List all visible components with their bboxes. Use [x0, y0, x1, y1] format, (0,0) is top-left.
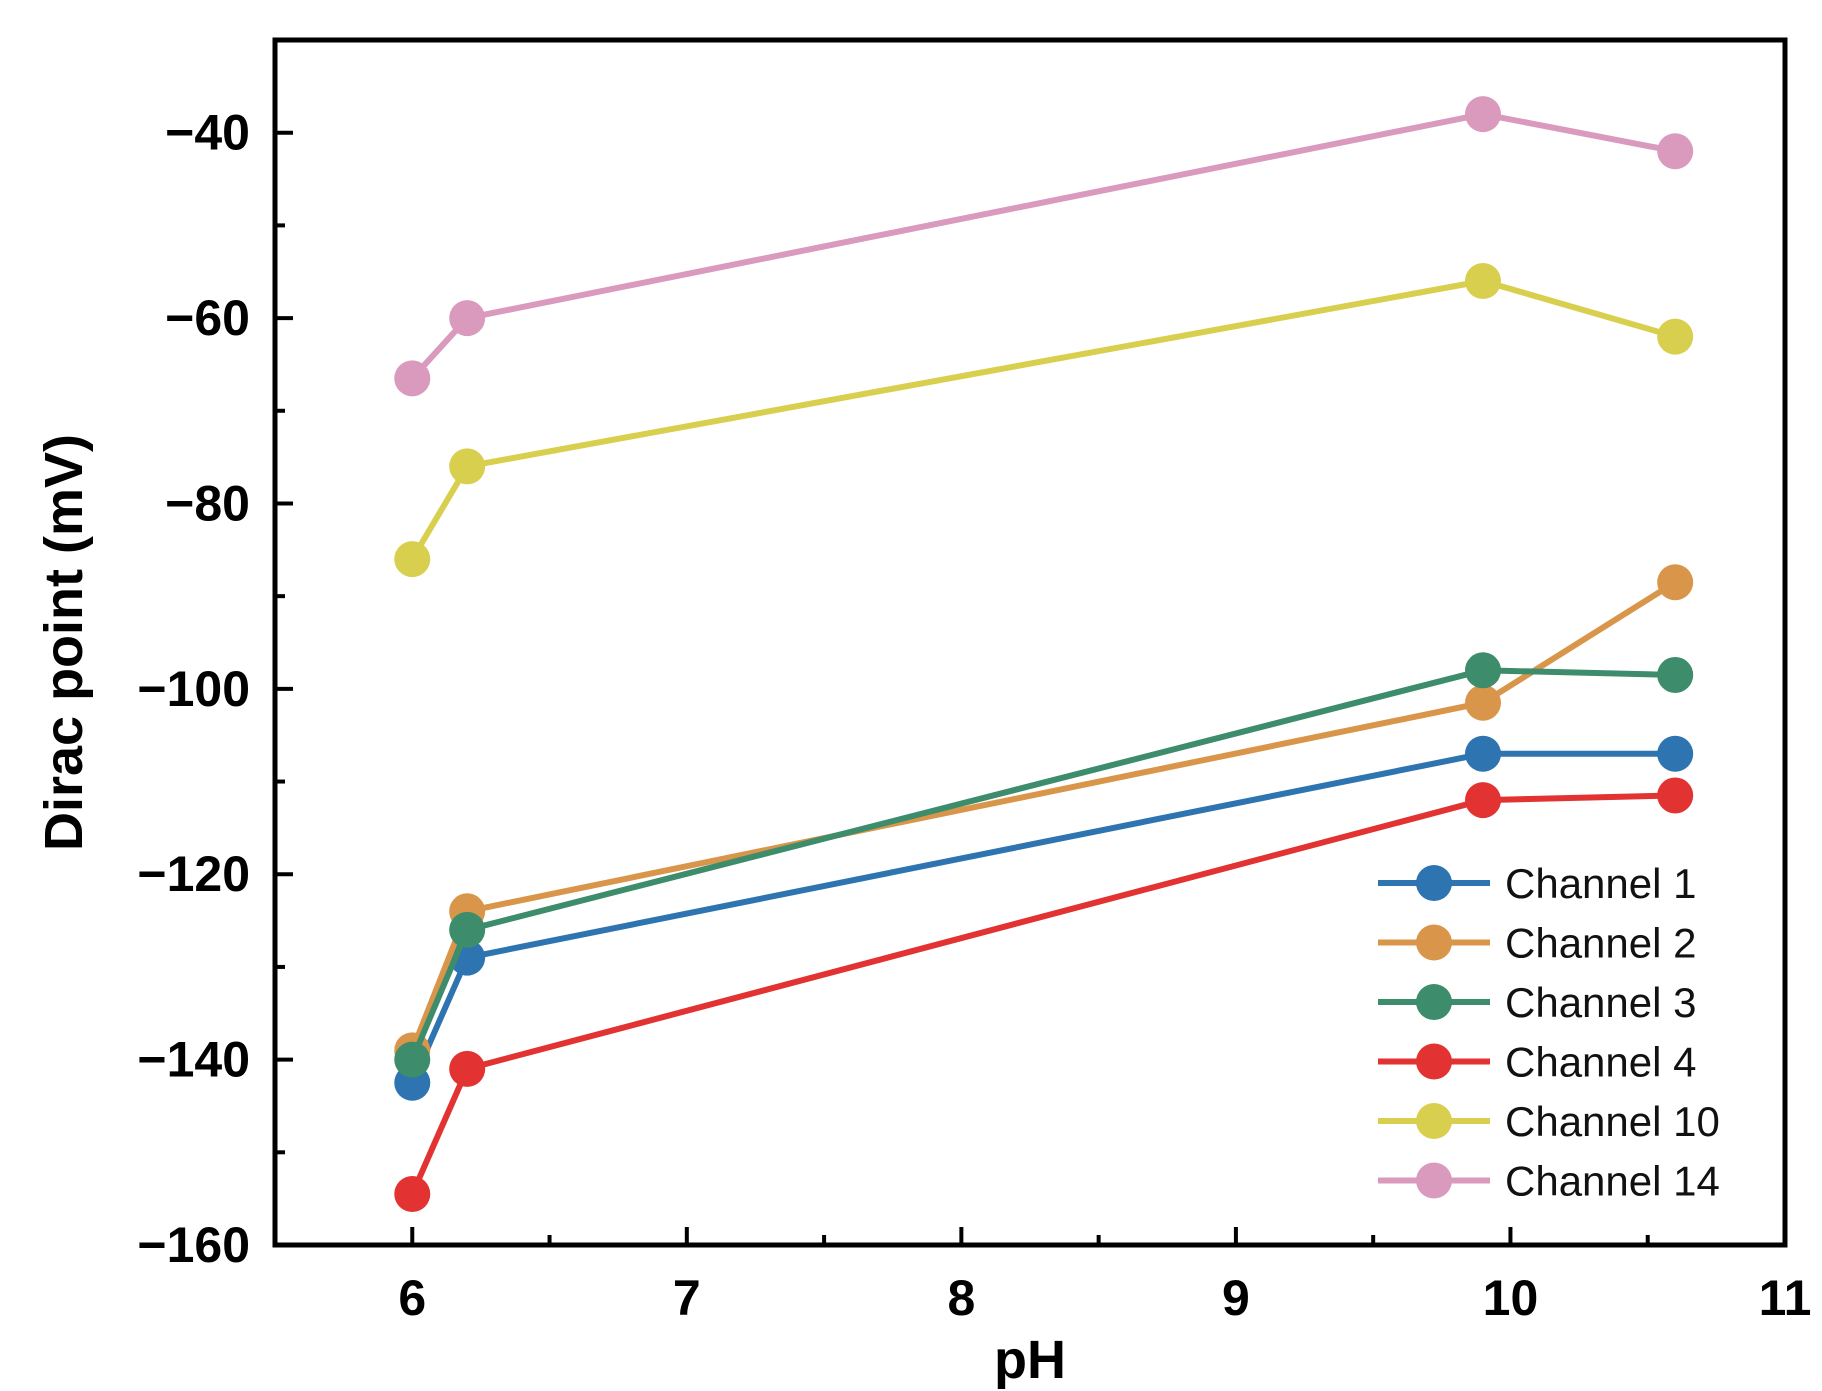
data-point — [1657, 318, 1694, 355]
series-channel-3 — [394, 652, 1694, 1078]
data-point — [1465, 782, 1501, 819]
data-point — [449, 448, 486, 485]
data-point — [1657, 133, 1694, 170]
series-line — [409, 278, 1677, 561]
y-axis-title: Dirac point (mV) — [34, 434, 94, 851]
x-tick-label: 9 — [1222, 1270, 1250, 1326]
y-tick-label: −80 — [165, 475, 250, 531]
plot-frame — [272, 37, 1788, 1248]
y-tick-label: −60 — [165, 290, 250, 346]
legend-item: Channel 3 — [1378, 979, 1696, 1026]
y-tick-label: −40 — [165, 105, 250, 161]
legend-label: Channel 1 — [1505, 860, 1696, 907]
series-line — [409, 667, 1676, 1061]
legend-label: Channel 2 — [1505, 920, 1696, 967]
legend-label: Channel 14 — [1505, 1158, 1720, 1205]
series-channel-14 — [394, 96, 1694, 397]
legend-marker — [1416, 924, 1452, 961]
data-point — [394, 1176, 431, 1213]
axes: 6 7 8 9 10 11 −160 −140 −120 −100 −80 −60 −40 — [137, 37, 1812, 1326]
legend-marker — [1416, 1043, 1452, 1080]
data-point — [449, 911, 486, 948]
data-point — [394, 1041, 431, 1078]
series-line — [409, 750, 1676, 1084]
series-channel-2 — [394, 564, 1694, 1069]
y-tick-label: −160 — [137, 1217, 250, 1273]
series-line — [410, 111, 1676, 381]
legend-item: Channel 4 — [1378, 1039, 1696, 1086]
data-point — [1465, 96, 1501, 133]
legend-marker — [1416, 984, 1452, 1020]
legend-marker — [1416, 865, 1452, 901]
data-point — [1657, 777, 1694, 814]
data-point — [1657, 564, 1694, 601]
data-point — [394, 541, 431, 578]
x-tick-label: 10 — [1483, 1270, 1539, 1326]
legend-item: Channel 2 — [1378, 920, 1696, 967]
legend-item: Channel 10 — [1378, 1098, 1720, 1145]
data-point — [394, 360, 431, 397]
data-point — [449, 300, 486, 337]
data-point — [1465, 735, 1501, 772]
legend-item: Channel 14 — [1378, 1158, 1720, 1205]
series-channel-4 — [394, 777, 1694, 1213]
data-point — [1465, 684, 1501, 721]
legend: Channel 1 Channel 2 Channel 3 Channel 4 Chan… — [1378, 860, 1720, 1205]
x-axis-title: pH — [994, 1330, 1066, 1390]
x-tick-label: 6 — [398, 1270, 426, 1326]
legend-label: Channel 3 — [1505, 979, 1696, 1026]
legend-marker — [1416, 1103, 1452, 1139]
legend-label: Channel 10 — [1505, 1098, 1720, 1145]
x-tick-label: 7 — [673, 1270, 701, 1326]
x-tick-label: 11 — [1759, 1270, 1812, 1326]
legend-label: Channel 4 — [1505, 1039, 1696, 1086]
series-line — [409, 579, 1677, 1052]
series-channel-10 — [394, 263, 1694, 578]
legend-item: Channel 1 — [1378, 860, 1696, 907]
series-layer — [394, 96, 1694, 1213]
x-tick-label: 8 — [947, 1270, 975, 1326]
data-point — [1657, 656, 1694, 693]
data-point — [1465, 263, 1501, 299]
y-tick-label: −100 — [137, 661, 250, 717]
y-tick-label: −140 — [137, 1032, 250, 1088]
data-point — [449, 1050, 486, 1087]
series-line — [409, 792, 1676, 1196]
legend-marker — [1416, 1162, 1452, 1199]
data-point — [1657, 735, 1694, 772]
y-tick-label: −120 — [137, 846, 250, 902]
data-point — [1465, 652, 1501, 689]
